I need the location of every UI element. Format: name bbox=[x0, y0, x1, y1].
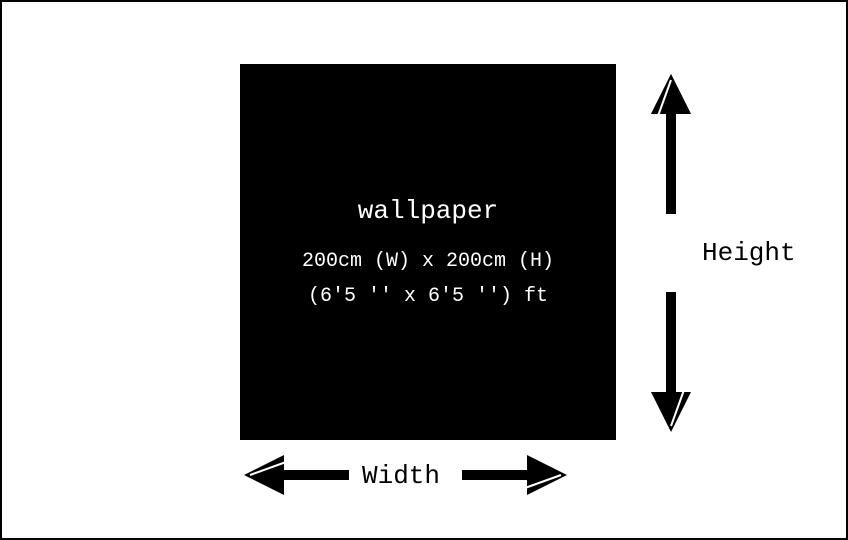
width-label: Width bbox=[362, 461, 440, 491]
wallpaper-title: wallpaper bbox=[358, 196, 498, 226]
arrow-right-icon bbox=[462, 450, 567, 505]
arrow-left-icon bbox=[244, 450, 349, 505]
dimensions-cm: 200cm (W) x 200cm (H) bbox=[302, 250, 554, 273]
height-label: Height bbox=[702, 238, 796, 268]
dimensions-ft: (6'5 '' x 6'5 '') ft bbox=[308, 285, 548, 308]
arrow-down-icon bbox=[646, 292, 696, 437]
wallpaper-square: wallpaper 200cm (W) x 200cm (H) (6'5 '' … bbox=[240, 64, 616, 440]
arrow-up-icon bbox=[646, 74, 696, 219]
